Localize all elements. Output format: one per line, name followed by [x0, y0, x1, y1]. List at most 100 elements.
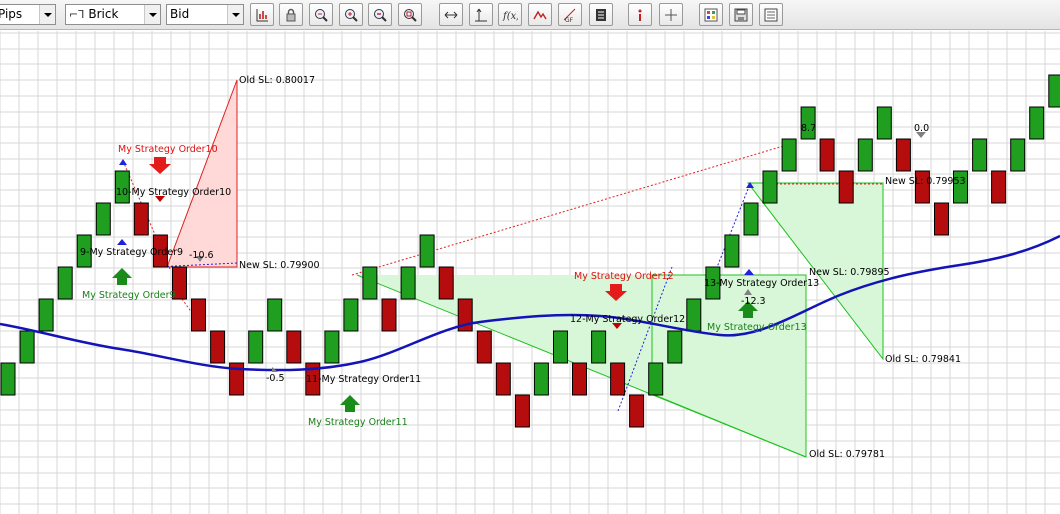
renko-bricks [0, 74, 1060, 428]
pattern-button[interactable] [528, 3, 552, 26]
up-brick [667, 330, 683, 364]
down-brick [514, 394, 530, 428]
down-brick [572, 362, 587, 396]
up-brick [343, 298, 359, 332]
info-button[interactable] [628, 3, 652, 26]
lock-button[interactable] [279, 3, 303, 26]
order11-tag-label: 11-My Strategy Order11 [306, 374, 421, 385]
down-brick [191, 298, 206, 332]
order9-tag-label: 9-My Strategy Order9 [80, 247, 183, 258]
renko-chart[interactable]: Old SL: 0.80017 New SL: 0.79900 My Strat… [0, 31, 1060, 514]
chart-properties-button[interactable] [250, 3, 274, 26]
down-brick [152, 234, 168, 268]
lock-icon [286, 8, 296, 21]
svg-text:f(x): f(x) [502, 11, 518, 22]
svg-text:GF: GF [565, 17, 574, 23]
down-brick [495, 362, 511, 396]
crosshair-icon [665, 8, 677, 21]
entry-triangle-icon [744, 269, 754, 275]
up-brick [400, 266, 416, 300]
down-brick [381, 298, 397, 332]
exit-triangle-icon [612, 323, 622, 329]
chart-type-value: Brick [88, 7, 119, 21]
chevron-down-icon[interactable] [39, 5, 55, 24]
up-brick [1029, 106, 1045, 140]
exit-triangle-icon [272, 367, 278, 372]
text-note-icon [596, 8, 606, 21]
up-brick [857, 138, 873, 172]
up-brick [800, 106, 816, 140]
up-brick [248, 330, 264, 364]
up-brick [76, 234, 92, 268]
up-brick [38, 298, 54, 332]
sell-arrow-icon[interactable] [605, 284, 627, 301]
indicator-fx-button[interactable]: f(x) [498, 3, 522, 26]
units-value: Pips [0, 7, 23, 21]
vertical-line-button[interactable] [469, 3, 493, 26]
down-brick [229, 362, 245, 396]
up-brick [743, 202, 759, 236]
exit-triangle-icon [155, 196, 165, 202]
up-brick [324, 330, 340, 364]
chevron-down-icon[interactable] [227, 5, 243, 24]
order12-tag-label: 12-My Strategy Order12 [570, 314, 685, 325]
fibonacci-button[interactable]: GF [558, 3, 582, 26]
crosshair-button[interactable] [659, 3, 683, 26]
down-brick [895, 138, 911, 172]
buy-arrow-icon[interactable] [738, 301, 758, 318]
price-dropdown[interactable]: Bid [166, 4, 244, 25]
exit-triangle-icon [196, 256, 204, 262]
buy-arrow-icon[interactable] [112, 268, 132, 285]
down-brick [172, 266, 187, 300]
order13-tag-label: 13-My Strategy Order13 [704, 278, 819, 289]
up-brick [95, 202, 111, 236]
down-brick [991, 170, 1007, 204]
zoom-reset-button[interactable] [398, 3, 422, 26]
up-brick [953, 170, 968, 204]
down-brick [819, 138, 835, 172]
up-brick [267, 298, 283, 332]
pl-label: -12.3 [741, 296, 766, 307]
chart-area[interactable]: Old SL: 0.80017 New SL: 0.79900 My Strat… [0, 31, 1060, 514]
entry-triangle-icon [117, 239, 127, 245]
exit-triangle-icon [916, 132, 926, 138]
color-scheme-button[interactable] [699, 3, 723, 26]
chart-type-dropdown[interactable]: ⌐Ꞁ Brick [65, 4, 161, 25]
zoom-in-button[interactable] [339, 3, 363, 26]
up-brick [57, 266, 73, 300]
down-brick [133, 202, 149, 236]
zoom-fit-button[interactable] [309, 3, 333, 26]
down-brick [305, 362, 321, 396]
pl-label: 0.0 [914, 123, 929, 134]
down-brick [210, 330, 226, 364]
up-brick [19, 330, 35, 364]
old-sl-label: Old SL: 0.80017 [239, 75, 315, 86]
zoom-out-button[interactable] [368, 3, 392, 26]
profit-zone-order13 [746, 182, 884, 361]
horizontal-line-icon [444, 11, 458, 18]
zoom-out-icon [374, 8, 387, 22]
order10-tag-label: 10-My Strategy Order10 [116, 187, 231, 198]
info-icon [638, 9, 642, 21]
buy-arrow-icon[interactable] [340, 395, 360, 412]
entry-triangle-icon [746, 182, 754, 188]
horizontal-line-button[interactable] [439, 3, 463, 26]
down-brick [914, 170, 930, 204]
order10-sell-label: My Strategy Order10 [118, 144, 218, 155]
save-template-button[interactable] [729, 3, 753, 26]
up-brick [781, 138, 797, 172]
text-note-button[interactable] [589, 3, 613, 26]
fibonacci-icon: GF [563, 8, 576, 23]
chevron-down-icon[interactable] [144, 5, 160, 24]
color-scheme-icon [704, 8, 718, 21]
sell-arrow-icon[interactable] [149, 157, 171, 174]
up-brick [724, 234, 740, 268]
units-dropdown[interactable]: Pips [0, 4, 56, 25]
zoom-reset-icon [404, 8, 417, 22]
up-brick [419, 234, 435, 268]
layout-button[interactable] [759, 3, 783, 26]
zoom-in-icon [345, 8, 358, 22]
old-sl-label: Old SL: 0.79781 [809, 449, 885, 460]
up-brick [1010, 138, 1026, 172]
trade-line-order9 [154, 262, 238, 268]
